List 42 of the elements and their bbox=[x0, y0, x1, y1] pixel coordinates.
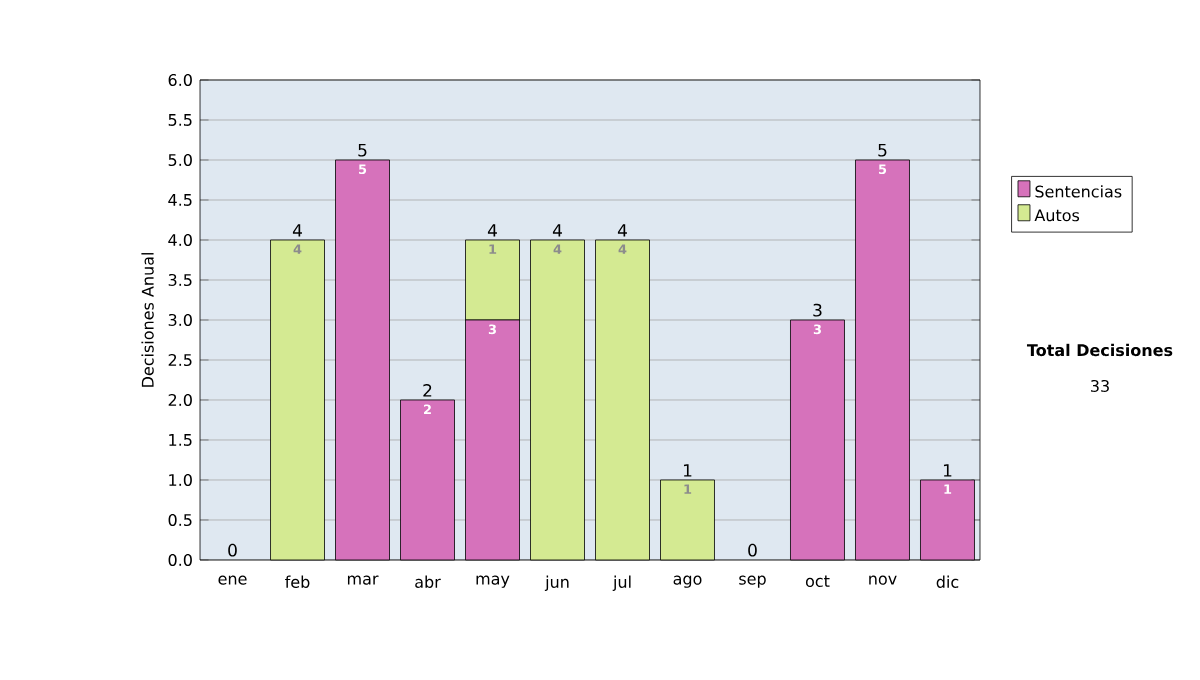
total-label: 1 bbox=[943, 464, 952, 477]
x-tick-label: jun bbox=[544, 575, 569, 592]
total-label: 4 bbox=[292, 224, 302, 237]
y-tick-label: 5.0 bbox=[168, 153, 192, 167]
legend-label: Sentencias bbox=[1035, 185, 1122, 198]
x-tick-label: ene bbox=[218, 575, 247, 585]
total-label: 5 bbox=[878, 143, 887, 157]
y-tick-label: 6.0 bbox=[168, 73, 192, 87]
x-tick-label: nov bbox=[869, 575, 897, 585]
text: Total Decisiones bbox=[1026, 343, 1173, 357]
total-label: 4 bbox=[552, 224, 562, 237]
total-label: 2 bbox=[423, 383, 432, 397]
total-label: 0 bbox=[748, 543, 757, 557]
x-tick-label: sep bbox=[739, 575, 766, 588]
total-label: 0 bbox=[228, 543, 237, 557]
x-tick-label: feb bbox=[285, 575, 310, 588]
text: 33 bbox=[1091, 379, 1109, 393]
y-tick-label: 1.5 bbox=[169, 434, 192, 446]
x-tick-label: oct bbox=[805, 575, 830, 588]
legend-label: Autos bbox=[1034, 209, 1080, 222]
total-label: 1 bbox=[683, 464, 692, 477]
total-label: 4 bbox=[617, 224, 627, 237]
y-tick-label: 3.5 bbox=[168, 273, 192, 287]
y-tick-label: 0.5 bbox=[168, 513, 192, 527]
y-tick-label: 0.0 bbox=[168, 553, 192, 567]
y-tick-label: 1.0 bbox=[169, 473, 192, 487]
x-tick-label: jul bbox=[612, 575, 631, 592]
y-tick-label: 5.5 bbox=[168, 114, 192, 126]
total-label: 4 bbox=[487, 224, 497, 237]
x-tick-label: may bbox=[476, 575, 510, 588]
y-tick-label: 2.0 bbox=[168, 393, 192, 407]
total-label: 3 bbox=[813, 303, 822, 317]
y-tick-label: 4.0 bbox=[168, 233, 192, 247]
x-tick-label: ago bbox=[673, 575, 702, 588]
x-tick-label: abr bbox=[415, 575, 441, 588]
y-tick-label: 4.5 bbox=[168, 194, 192, 206]
total-label: 5 bbox=[358, 143, 367, 157]
y-tick-label: 2.5 bbox=[168, 353, 192, 367]
x-tick-label: mar bbox=[347, 575, 379, 585]
x-tick-label: dic bbox=[936, 575, 959, 588]
y-axis-title: Decisiones Anual bbox=[141, 253, 154, 387]
y-tick-label: 3.0 bbox=[168, 313, 192, 327]
